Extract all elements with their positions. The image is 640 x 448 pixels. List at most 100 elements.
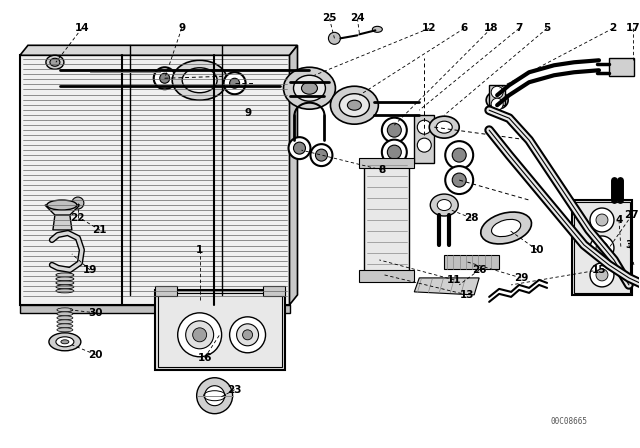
Ellipse shape bbox=[387, 145, 401, 159]
Circle shape bbox=[590, 208, 614, 232]
Text: 24: 24 bbox=[350, 13, 365, 23]
Ellipse shape bbox=[328, 32, 340, 44]
Ellipse shape bbox=[437, 199, 451, 211]
Text: 17: 17 bbox=[626, 23, 640, 33]
Ellipse shape bbox=[284, 67, 335, 109]
Text: 2: 2 bbox=[609, 23, 616, 33]
Bar bbox=[574, 202, 630, 293]
Ellipse shape bbox=[57, 312, 73, 316]
Ellipse shape bbox=[294, 75, 326, 101]
Polygon shape bbox=[45, 205, 80, 215]
Text: 26: 26 bbox=[472, 265, 486, 275]
Bar bbox=[20, 55, 289, 305]
Bar bbox=[20, 305, 289, 313]
Ellipse shape bbox=[172, 60, 227, 100]
Text: 30: 30 bbox=[88, 308, 103, 318]
Circle shape bbox=[417, 138, 431, 152]
Ellipse shape bbox=[492, 220, 521, 237]
Text: 13: 13 bbox=[460, 290, 474, 300]
Ellipse shape bbox=[154, 67, 176, 89]
Ellipse shape bbox=[186, 321, 214, 349]
Bar bbox=[414, 115, 435, 163]
Bar bbox=[155, 286, 177, 296]
Circle shape bbox=[590, 263, 614, 287]
Ellipse shape bbox=[430, 194, 458, 216]
Text: 15: 15 bbox=[592, 265, 606, 275]
Ellipse shape bbox=[57, 324, 73, 328]
Circle shape bbox=[196, 378, 232, 414]
Text: 18: 18 bbox=[484, 23, 499, 33]
Text: 9: 9 bbox=[178, 23, 185, 33]
Polygon shape bbox=[20, 45, 298, 55]
Ellipse shape bbox=[445, 141, 473, 169]
Bar bbox=[360, 270, 414, 282]
Ellipse shape bbox=[230, 78, 239, 88]
Ellipse shape bbox=[452, 173, 466, 187]
Circle shape bbox=[491, 98, 503, 110]
Ellipse shape bbox=[56, 273, 74, 277]
Bar bbox=[262, 286, 285, 296]
Ellipse shape bbox=[56, 277, 74, 281]
Ellipse shape bbox=[330, 86, 378, 124]
Ellipse shape bbox=[56, 281, 74, 285]
Ellipse shape bbox=[178, 313, 221, 357]
Text: 9: 9 bbox=[244, 108, 251, 118]
Ellipse shape bbox=[57, 320, 73, 324]
Ellipse shape bbox=[50, 58, 60, 66]
Bar bbox=[572, 200, 632, 295]
Text: 7: 7 bbox=[515, 23, 523, 33]
Ellipse shape bbox=[387, 123, 401, 137]
Ellipse shape bbox=[382, 118, 407, 142]
Ellipse shape bbox=[445, 166, 473, 194]
Bar bbox=[609, 58, 634, 76]
Bar bbox=[155, 290, 285, 370]
Bar bbox=[157, 293, 282, 367]
Text: 21: 21 bbox=[93, 225, 107, 235]
Ellipse shape bbox=[61, 340, 69, 344]
Text: 1: 1 bbox=[196, 245, 204, 255]
Bar bbox=[489, 85, 505, 105]
Circle shape bbox=[491, 86, 503, 98]
Text: 14: 14 bbox=[74, 23, 89, 33]
Circle shape bbox=[596, 242, 608, 254]
Ellipse shape bbox=[243, 330, 253, 340]
Polygon shape bbox=[53, 215, 72, 230]
Bar bbox=[444, 255, 499, 269]
Ellipse shape bbox=[289, 137, 310, 159]
Ellipse shape bbox=[481, 212, 531, 244]
Text: 12: 12 bbox=[422, 23, 436, 33]
Ellipse shape bbox=[160, 73, 170, 83]
Ellipse shape bbox=[452, 148, 466, 162]
Circle shape bbox=[596, 269, 608, 281]
Circle shape bbox=[590, 236, 614, 260]
Ellipse shape bbox=[57, 316, 73, 320]
Text: 16: 16 bbox=[197, 353, 212, 363]
Text: 29: 29 bbox=[514, 273, 528, 283]
Ellipse shape bbox=[223, 72, 246, 94]
Ellipse shape bbox=[56, 337, 74, 347]
Bar bbox=[364, 160, 410, 280]
Ellipse shape bbox=[348, 100, 362, 110]
Text: 23: 23 bbox=[227, 385, 242, 395]
Text: 00C08665: 00C08665 bbox=[550, 417, 588, 426]
Ellipse shape bbox=[491, 95, 503, 105]
Ellipse shape bbox=[49, 333, 81, 351]
Text: 28: 28 bbox=[464, 213, 479, 223]
Ellipse shape bbox=[57, 328, 73, 332]
Circle shape bbox=[417, 120, 431, 134]
Ellipse shape bbox=[46, 55, 64, 69]
Polygon shape bbox=[289, 45, 298, 305]
Ellipse shape bbox=[382, 140, 407, 164]
Ellipse shape bbox=[339, 94, 369, 116]
Ellipse shape bbox=[56, 285, 74, 289]
Text: 22: 22 bbox=[70, 213, 85, 223]
Text: 27: 27 bbox=[625, 210, 639, 220]
Ellipse shape bbox=[310, 144, 332, 166]
Text: 8: 8 bbox=[379, 165, 386, 175]
Ellipse shape bbox=[56, 289, 74, 293]
Circle shape bbox=[205, 386, 225, 406]
Circle shape bbox=[72, 197, 84, 209]
Ellipse shape bbox=[193, 328, 207, 342]
Text: 20: 20 bbox=[88, 350, 103, 360]
Circle shape bbox=[596, 214, 608, 226]
